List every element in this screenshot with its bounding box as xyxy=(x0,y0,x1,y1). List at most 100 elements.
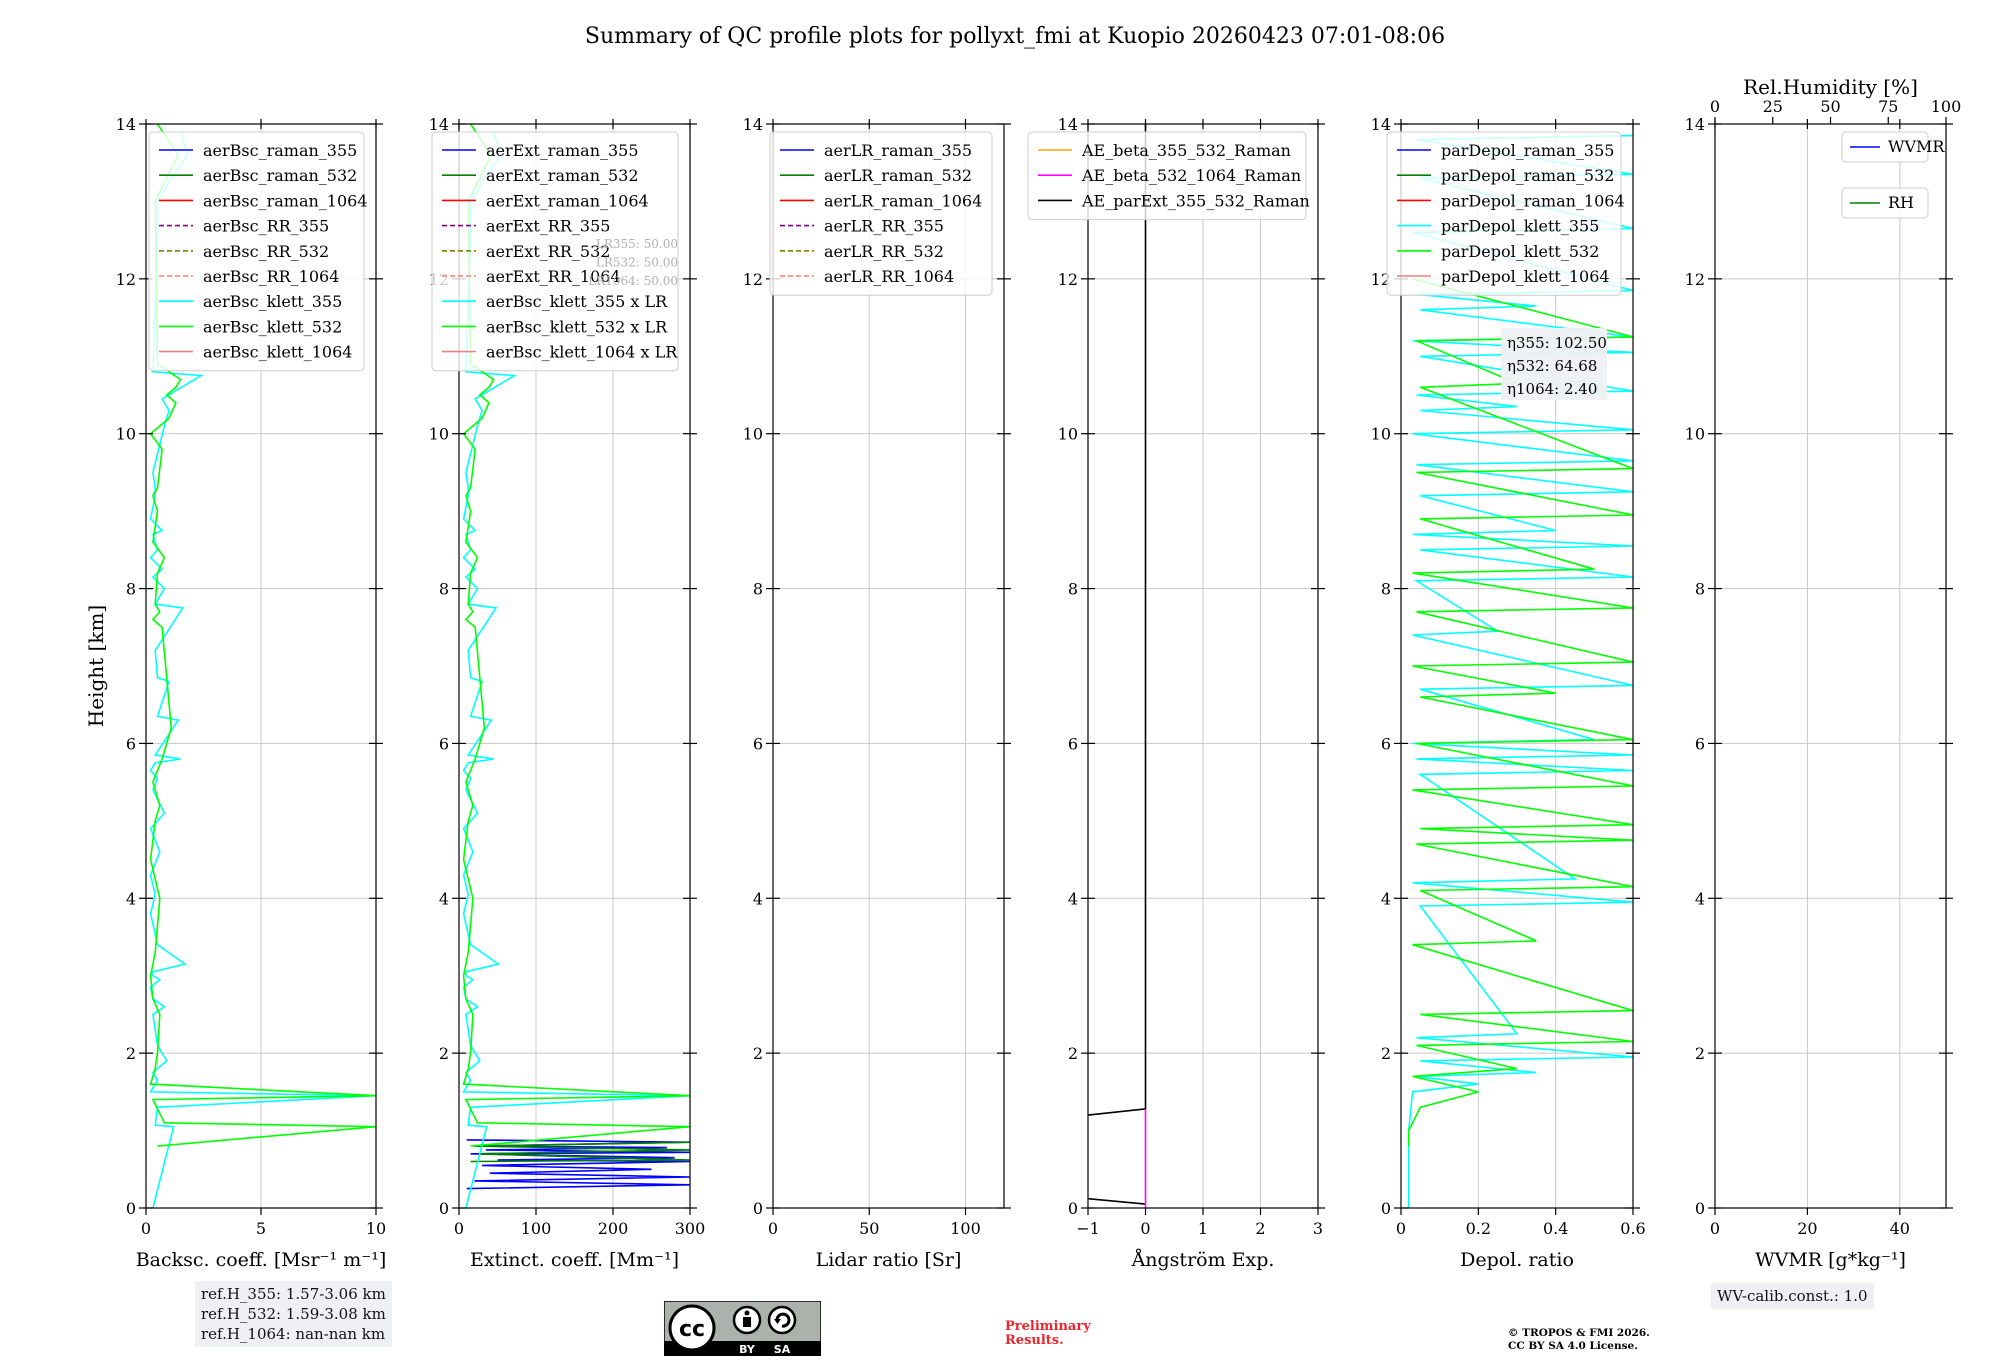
y-tick-label: 2 xyxy=(126,1044,136,1063)
axes-frame xyxy=(772,123,1005,1209)
y-tick-label: 4 xyxy=(753,889,763,908)
eta-value: η532: 64.68 xyxy=(1507,357,1597,375)
y-tick-label: 10 xyxy=(116,425,136,444)
panel-extinction: 024681012140100200300Extinct. coeff. [Mm… xyxy=(429,115,706,1271)
legend-label: RH xyxy=(1888,193,1914,212)
x2-tick-label: 0 xyxy=(1710,97,1720,116)
y-tick-label: 4 xyxy=(1695,889,1705,908)
x-tick-label: 10 xyxy=(366,1219,386,1238)
x-axis-label: Lidar ratio [Sr] xyxy=(816,1249,962,1271)
eta-value: η1064: 2.40 xyxy=(1507,380,1597,398)
legend-label: aerExt_RR_532 xyxy=(486,242,610,261)
legend-label: aerBsc_klett_355 x LR xyxy=(486,292,668,311)
cc-icon xyxy=(668,1304,716,1352)
legend: aerExt_raman_355 aerExt_raman_532 aerExt_r… xyxy=(431,131,679,372)
axes-frame xyxy=(1400,123,1634,1209)
copyright-line-1: © TROPOS & FMI 2026. xyxy=(1508,1327,1650,1339)
legend-wvmr: WVMR xyxy=(1841,131,1945,163)
y-tick-label: 12 xyxy=(116,270,136,289)
x-tick-label: −1 xyxy=(1076,1219,1100,1238)
x2-tick-label: 75 xyxy=(1878,97,1898,116)
panel-lidar_ratio: 0 2 4 6 8 10 12 14 0 50 100 Lidar ratio [Sr] aerLR_r… xyxy=(743,115,1011,1271)
legend-label: parDepol_raman_532 xyxy=(1441,166,1614,185)
ref-height-355: ref.H_355: 1.57-3.06 km xyxy=(201,1285,386,1303)
x-tick-label: 2 xyxy=(1255,1219,1265,1238)
legend-rh: RH xyxy=(1841,187,1929,219)
y-tick-label: 12 xyxy=(743,270,763,289)
y-tick-label: 6 xyxy=(1695,734,1705,753)
x-tick-label: 50 xyxy=(859,1219,879,1238)
svg-text:SA: SA xyxy=(774,1343,791,1356)
lidar-ratio-annotation: LR1064: 50.00 xyxy=(588,274,678,288)
series-line-aerext-raman-532 xyxy=(470,1141,690,1163)
ref-height-1064: ref.H_1064: nan-nan km xyxy=(201,1325,386,1343)
y-tick-label: 2 xyxy=(1381,1044,1391,1063)
series-line-aerbsc-klett-532 xyxy=(149,124,376,1147)
legend-label: aerLR_raman_355 xyxy=(824,141,972,160)
series-line-pardepol-klett-355 xyxy=(1407,134,1633,1208)
legend-label: aerLR_raman_532 xyxy=(824,166,972,185)
copyright-note: © TROPOS & FMI 2026. CC BY SA 4.0 Licens… xyxy=(1508,1327,1650,1353)
legend-label: AE_beta_355_532_Raman xyxy=(1081,141,1291,160)
y-tick-label: 8 xyxy=(753,580,763,599)
x-tick-label: 0 xyxy=(141,1219,151,1238)
legend-label: aerBsc_raman_532 xyxy=(203,166,357,185)
x-tick-label: 1 xyxy=(1198,1219,1208,1238)
legend-label: aerExt_RR_1064 xyxy=(486,267,621,286)
x-tick-label: 0.6 xyxy=(1620,1219,1645,1238)
sa-icon xyxy=(767,1305,797,1335)
legend-label: aerBsc_RR_1064 xyxy=(203,267,339,286)
y-tick-label: 14 xyxy=(116,115,136,134)
y-axis-label: Height [km] xyxy=(84,605,108,727)
series-group xyxy=(462,124,690,1208)
legend-label: parDepol_raman_355 xyxy=(1441,141,1614,160)
y-tick-label: 4 xyxy=(126,889,136,908)
legend: parDepol_raman_355 parDepol_raman_532 parD… xyxy=(1386,131,1625,296)
y-tick-label: 8 xyxy=(126,580,136,599)
legend-label: aerExt_RR_355 xyxy=(486,217,610,236)
axes-frame xyxy=(458,123,691,1209)
series-group xyxy=(1407,134,1633,1208)
ref-height-532: ref.H_532: 1.59-3.08 km xyxy=(201,1305,386,1323)
y-tick-label: 0 xyxy=(1068,1199,1078,1218)
y-tick-label: 8 xyxy=(1068,580,1078,599)
y-tick-label: 6 xyxy=(1381,734,1391,753)
cc-letters: cc xyxy=(679,1317,705,1342)
x-tick-label: 3 xyxy=(1313,1219,1323,1238)
x-tick-label: 100 xyxy=(521,1219,552,1238)
y-tick-label: 2 xyxy=(1695,1044,1705,1063)
legend-label: aerBsc_klett_532 x LR xyxy=(486,317,668,336)
legend-label: aerExt_raman_355 xyxy=(486,141,639,160)
x-axis-label: Ångström Exp. xyxy=(1131,1249,1275,1271)
figure-title: Summary of QC profile plots for pollyxt_… xyxy=(585,24,1445,49)
y-tick-label: 4 xyxy=(1381,889,1391,908)
series-line-ae-parext-355-532-raman xyxy=(1088,124,1147,1116)
panel-backscatter: 0 2 4 6 8 10 12 14 0 5 10 Backsc. coeff. [Msr⁻¹ m⁻¹… xyxy=(84,115,386,1271)
y-tick-label: 8 xyxy=(439,580,449,599)
lidar-ratio-annotation: LR355: 50.00 xyxy=(596,237,678,251)
y-tick-label: 6 xyxy=(1068,734,1078,753)
x-axis-label: Backsc. coeff. [Msr⁻¹ m⁻¹] xyxy=(136,1249,387,1271)
copyright-line-2: CC BY SA 4.0 License. xyxy=(1508,1340,1638,1352)
reference-height-box: ref.H_355: 1.57-3.06 km ref.H_532: 1.59-… xyxy=(195,1281,392,1347)
x-tick-label: 20 xyxy=(1797,1219,1817,1238)
y-tick-label: 6 xyxy=(126,734,136,753)
x-axis-label: Extinct. coeff. [Mm⁻¹] xyxy=(470,1249,679,1271)
y-tick-label: 10 xyxy=(1371,425,1391,444)
preliminary-results-note: Preliminary Results. xyxy=(1005,1320,1091,1348)
legend-label: WVMR xyxy=(1888,137,1945,156)
preliminary-line-2: Results. xyxy=(1005,1333,1064,1348)
legend-label: aerBsc_RR_355 xyxy=(203,217,329,236)
y-tick-label: 2 xyxy=(753,1044,763,1063)
x-tick-label: 0 xyxy=(454,1219,464,1238)
wv-calibration-box: WV-calib.const.: 1.0 xyxy=(1711,1283,1874,1309)
legend-label: aerBsc_klett_355 xyxy=(203,292,342,311)
x-tick-label: 5 xyxy=(256,1219,266,1238)
legend-label: aerBsc_klett_532 xyxy=(203,317,342,336)
legend-label: AE_parExt_355_532_Raman xyxy=(1081,191,1310,210)
y-tick-label: 14 xyxy=(743,115,763,134)
y-tick-label: 10 xyxy=(429,425,449,444)
svg-text:BY: BY xyxy=(739,1343,756,1356)
